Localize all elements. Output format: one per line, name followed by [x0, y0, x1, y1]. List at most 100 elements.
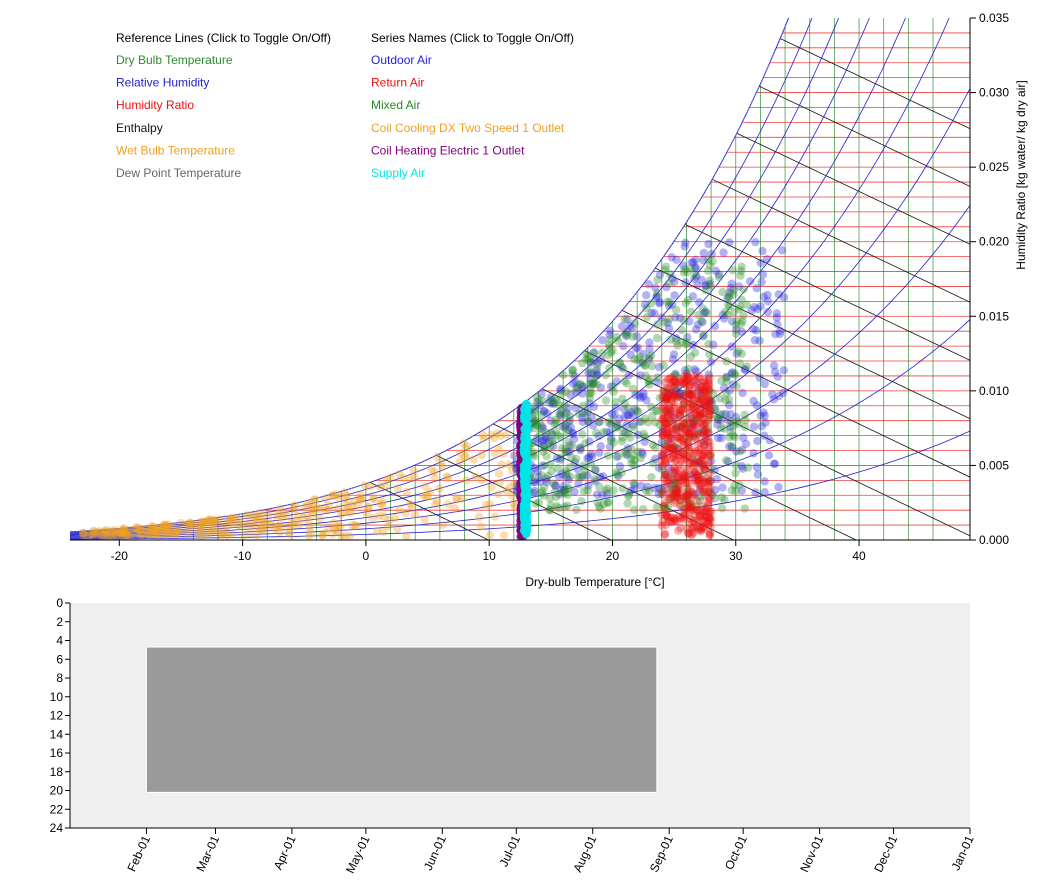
legend-toggle-dew-point-temperature[interactable]: Dew Point Temperature — [116, 166, 242, 180]
data-point — [661, 395, 671, 404]
data-point — [612, 423, 621, 432]
data-point — [688, 399, 697, 408]
legend-toggle-mixed-air[interactable]: Mixed Air — [371, 98, 420, 112]
data-point — [120, 527, 129, 536]
x-axis-title: Dry-bulb Temperature [°C] — [525, 575, 664, 589]
data-point — [185, 525, 195, 534]
data-point — [255, 525, 265, 534]
data-point — [113, 527, 123, 537]
data-point — [688, 420, 697, 430]
data-point — [619, 341, 628, 351]
data-point — [564, 475, 573, 484]
legend-toggle-outdoor-air[interactable]: Outdoor Air — [371, 53, 432, 67]
data-point — [663, 405, 672, 414]
data-point — [739, 285, 748, 294]
data-point — [176, 518, 186, 528]
legend-toggle-return-air[interactable]: Return Air — [371, 76, 424, 90]
data-point — [692, 404, 701, 414]
data-point — [682, 490, 691, 499]
data-point — [674, 451, 683, 460]
data-point — [668, 445, 677, 454]
data-point — [679, 455, 689, 464]
data-point — [763, 290, 772, 300]
data-point — [698, 378, 707, 387]
legend-toggle-coil-cooling-dx-two-speed-1-outlet[interactable]: Coil Cooling DX Two Speed 1 Outlet — [371, 121, 565, 135]
legend-toggle-supply-air[interactable]: Supply Air — [371, 166, 425, 180]
data-point — [691, 263, 700, 272]
data-point — [346, 507, 356, 517]
data-point — [665, 314, 674, 324]
data-point — [673, 384, 682, 393]
data-point — [626, 350, 635, 360]
y-tick-label: 0.010 — [979, 384, 1009, 398]
data-point — [673, 341, 682, 350]
data-point — [663, 431, 673, 440]
data-point — [702, 382, 711, 391]
data-point — [118, 524, 128, 533]
data-point — [575, 380, 584, 389]
heatmap-x-tick-label: Jul-01 — [497, 833, 524, 869]
data-point — [705, 468, 715, 478]
legend-toggle-wet-bulb-temperature[interactable]: Wet Bulb Temperature — [116, 143, 235, 157]
data-point — [521, 473, 529, 481]
data-point — [293, 511, 302, 521]
data-point — [680, 366, 690, 375]
data-point — [705, 410, 714, 419]
data-point — [690, 489, 699, 499]
data-point — [698, 453, 707, 462]
data-point — [560, 401, 569, 410]
data-point — [691, 448, 700, 457]
data-point — [309, 503, 318, 512]
data-point — [668, 274, 677, 283]
data-point — [671, 383, 680, 392]
data-point — [625, 433, 635, 442]
data-point — [683, 418, 692, 428]
data-point — [159, 520, 169, 529]
data-point — [275, 504, 285, 513]
data-point — [657, 461, 667, 470]
enthalpy-line — [369, 481, 489, 540]
legend-toggle-enthalpy[interactable]: Enthalpy — [116, 121, 163, 135]
data-point — [147, 522, 156, 532]
data-point — [684, 388, 694, 397]
data-point — [562, 447, 572, 456]
data-point — [684, 395, 693, 404]
data-point — [750, 303, 759, 312]
data-point — [725, 400, 734, 410]
data-point — [135, 526, 145, 535]
data-point — [740, 422, 750, 432]
data-point — [699, 426, 708, 435]
data-point — [691, 325, 701, 334]
data-point — [568, 366, 577, 375]
legend-toggle-coil-heating-electric-1-outlet[interactable]: Coil Heating Electric 1 Outlet — [371, 143, 525, 157]
data-point — [490, 449, 500, 459]
legend-toggle-relative-humidity[interactable]: Relative Humidity — [116, 76, 209, 90]
series-coil-cooling-dx-two-speed-1-outlet — [79, 422, 527, 540]
relative-humidity-curve — [70, 18, 790, 533]
data-point — [671, 486, 681, 496]
y-tick-label: 0.020 — [979, 235, 1009, 249]
data-point — [696, 474, 705, 483]
data-point — [657, 489, 666, 499]
data-point — [679, 391, 688, 400]
data-point — [682, 338, 692, 347]
data-point — [578, 409, 587, 418]
data-point — [705, 279, 714, 289]
data-point — [671, 393, 680, 402]
data-point — [752, 463, 762, 472]
legend-toggle-humidity-ratio[interactable]: Humidity Ratio — [116, 98, 194, 112]
data-point — [667, 486, 676, 495]
data-point — [356, 494, 366, 503]
data-point — [670, 479, 679, 488]
data-point — [660, 450, 669, 459]
data-point — [329, 491, 338, 500]
schedule-selection-box[interactable] — [145, 646, 658, 793]
data-point — [598, 472, 608, 481]
data-point — [752, 401, 762, 410]
legend-toggle-dry-bulb-temperature[interactable]: Dry Bulb Temperature — [116, 53, 233, 67]
data-point — [534, 396, 544, 405]
data-point — [638, 357, 647, 367]
data-point — [642, 304, 651, 313]
data-point — [696, 492, 705, 501]
data-point — [606, 348, 616, 357]
